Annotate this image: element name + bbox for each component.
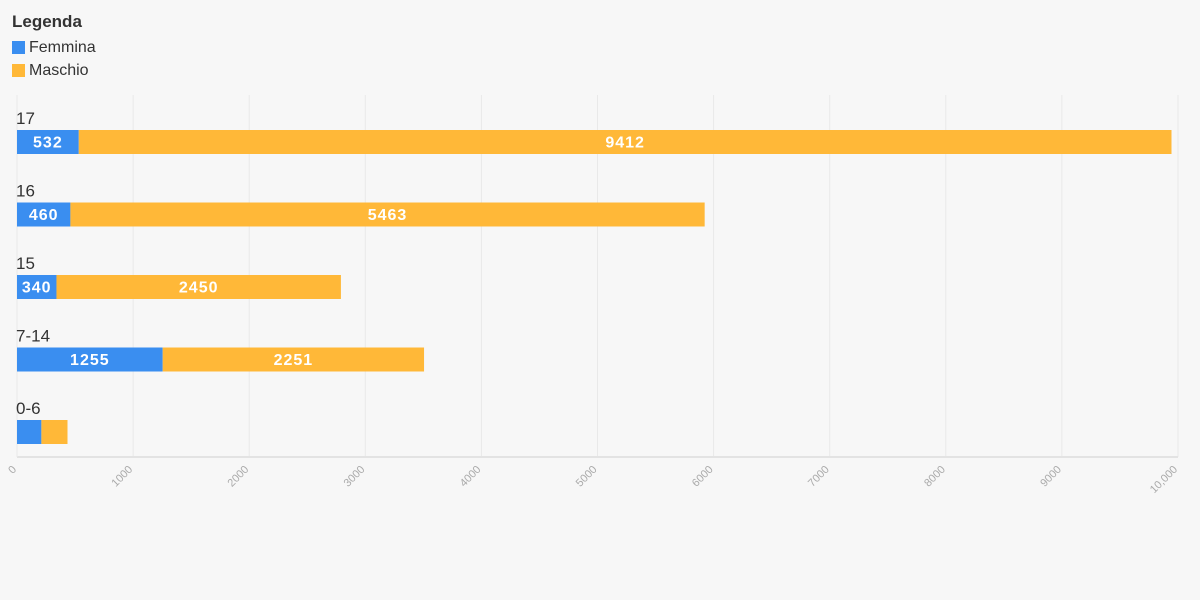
bar-maschio [162, 347, 425, 372]
data-label: 460 [29, 207, 59, 224]
bar-femmina [17, 420, 42, 444]
category-label: 15 [16, 254, 35, 273]
x-tick-label: 2000 [226, 464, 252, 490]
bar-femmina [17, 202, 71, 227]
bar-femmina [17, 275, 57, 299]
legend-item-femmina: Femmina [12, 36, 96, 59]
legend: Legenda Femmina Maschio [12, 12, 96, 82]
data-label: 532 [33, 135, 63, 152]
legend-swatch-femmina [12, 41, 25, 54]
bar-maschio [56, 275, 341, 299]
x-tick-label: 3000 [342, 464, 368, 490]
data-label: 9412 [605, 135, 645, 152]
x-tick-label: 10,000 [1148, 464, 1180, 496]
category-label: 16 [16, 182, 35, 201]
x-tick-label: 5000 [574, 464, 600, 490]
x-tick-label: 1000 [109, 464, 135, 490]
x-tick-label: 8000 [922, 464, 948, 490]
bar-femmina [17, 347, 163, 372]
category-label: 17 [16, 109, 35, 128]
x-tick-label: 6000 [690, 464, 716, 490]
bar-maschio [41, 420, 68, 444]
x-tick-label: 0 [6, 464, 19, 477]
bar-maschio [78, 130, 1172, 154]
data-label: 1255 [70, 352, 110, 369]
legend-label-femmina: Femmina [29, 38, 96, 56]
legend-swatch-maschio [12, 64, 25, 77]
bar-femmina [17, 130, 79, 154]
legend-title: Legenda [12, 12, 82, 31]
category-label: 7-14 [16, 327, 50, 346]
x-tick-label: 7000 [806, 464, 832, 490]
x-tick-label: 9000 [1038, 464, 1064, 490]
data-label: 340 [22, 280, 52, 297]
data-label: 2251 [274, 352, 314, 369]
data-label: 5463 [368, 207, 408, 224]
bar-maschio [70, 202, 705, 227]
data-label: 2450 [179, 280, 219, 297]
legend-label-maschio: Maschio [29, 61, 89, 79]
x-tick-label: 4000 [458, 464, 484, 490]
legend-item-maschio: Maschio [12, 59, 96, 82]
category-label: 0-6 [16, 399, 41, 418]
